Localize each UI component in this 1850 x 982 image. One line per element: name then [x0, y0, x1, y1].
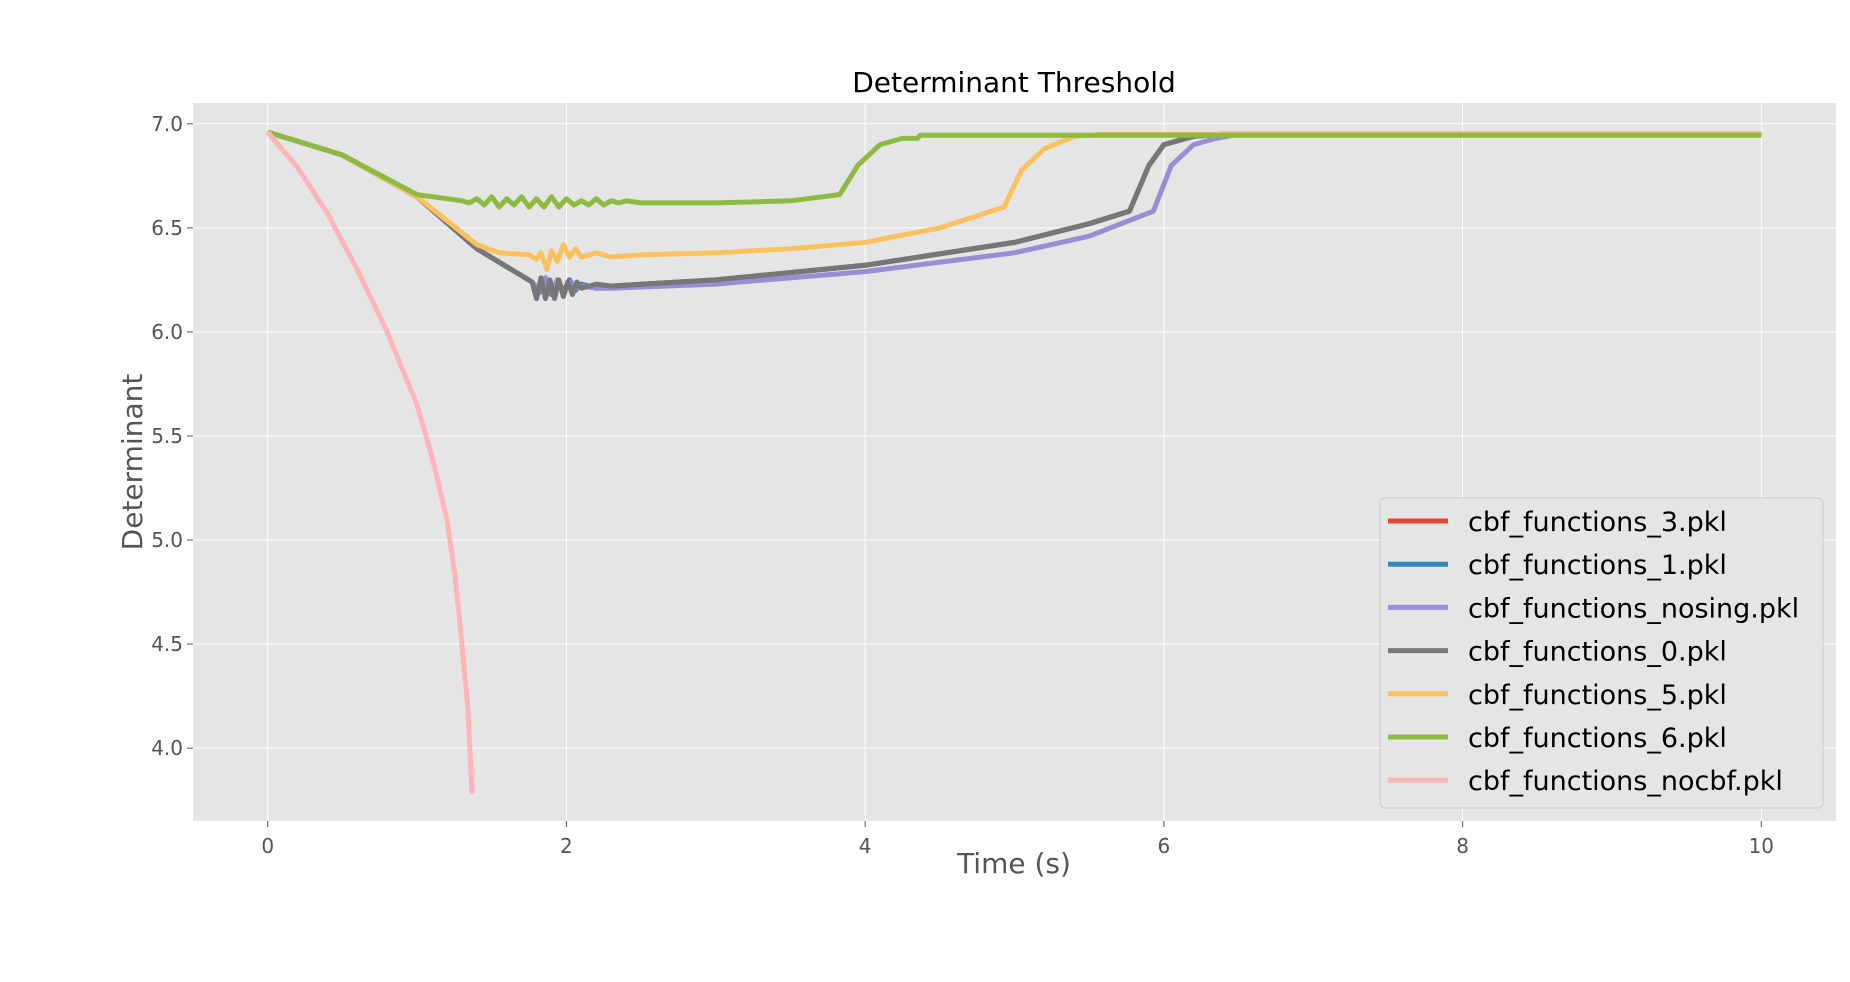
series-line: [266, 129, 1762, 210]
x-tick-label: 10: [1749, 834, 1774, 858]
x-tick-label: 0: [261, 834, 274, 858]
series-lines: [265, 129, 1762, 795]
y-tick-label: 5.0: [151, 528, 183, 552]
legend-label: cbf_functions_0.pkl: [1468, 637, 1727, 668]
y-tick-label: 4.0: [151, 736, 183, 760]
x-tick-label: 8: [1456, 834, 1469, 858]
x-axis-ticks: 0 2 4 6 8 10: [261, 821, 1774, 858]
x-tick-label: 6: [1157, 834, 1170, 858]
legend-box: [1379, 497, 1824, 809]
chart-title: Determinant Threshold: [852, 66, 1176, 99]
x-tick-label: 2: [560, 834, 573, 858]
legend-label: cbf_functions_6.pkl: [1468, 723, 1727, 754]
y-tick-label: 6.5: [151, 216, 183, 240]
y-tick-label: 4.5: [151, 632, 183, 656]
legend-label: cbf_functions_3.pkl: [1468, 507, 1727, 538]
x-axis-label: Time (s): [956, 847, 1071, 880]
y-axis-ticks: 4.0 4.5 5.0 5.5 6.0 6.5 7.0: [151, 112, 193, 760]
legend: cbf_functions_3.pkl cbf_functions_1.pklcb…: [1379, 497, 1824, 809]
y-tick-label: 5.5: [151, 424, 183, 448]
legend-label: cbf_functions_5.pkl: [1468, 680, 1727, 711]
legend-label: cbf_functions_nosing.pkl: [1468, 593, 1799, 624]
x-tick-label: 4: [859, 834, 872, 858]
y-tick-label: 6.0: [151, 320, 183, 344]
legend-label: cbf_functions_1.pkl: [1468, 550, 1727, 581]
y-tick-label: 7.0: [151, 112, 183, 136]
series-line: [265, 130, 475, 795]
legend-label: cbf_functions_nocbf.pkl: [1468, 766, 1783, 797]
y-axis-label: Determinant: [116, 374, 149, 551]
